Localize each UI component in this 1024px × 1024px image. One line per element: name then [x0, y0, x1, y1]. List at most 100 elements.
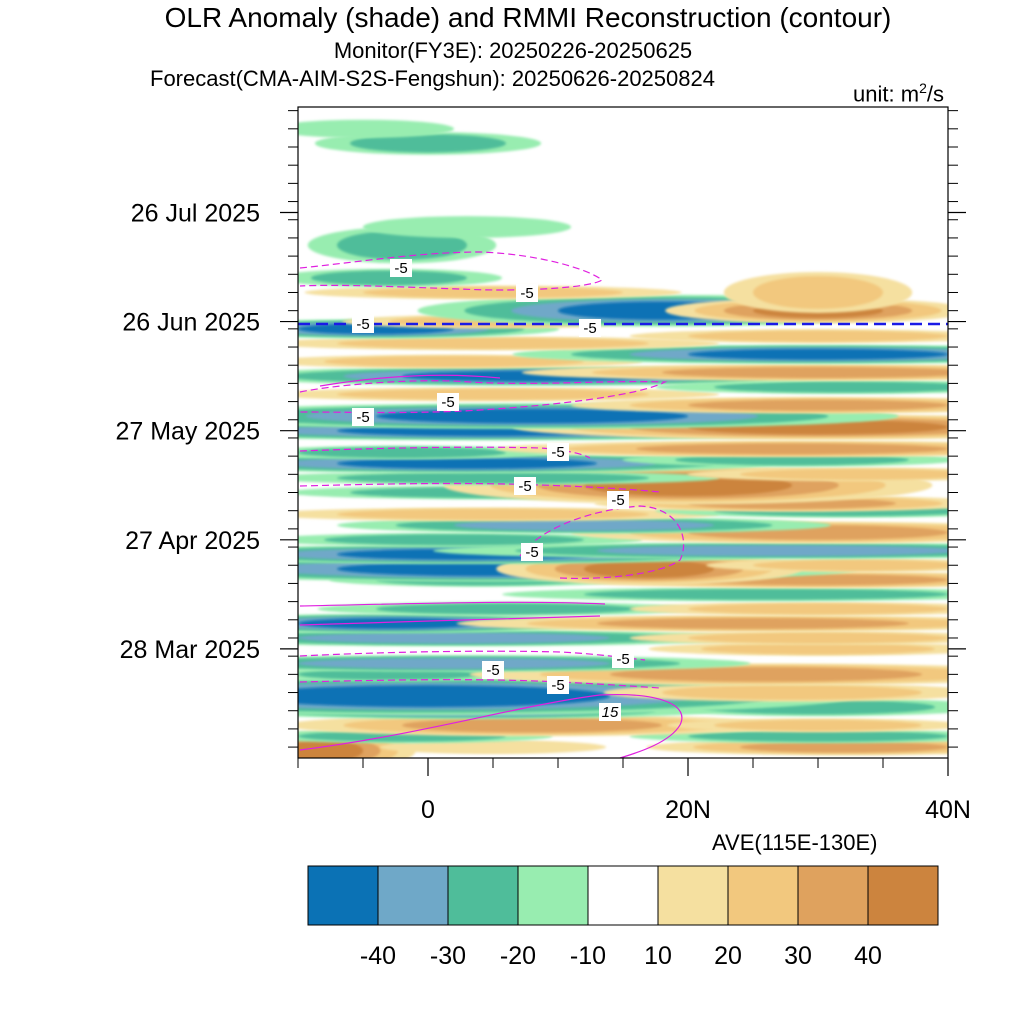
contour-label: 15	[602, 704, 619, 721]
contour-label-box	[390, 259, 412, 277]
anomaly-band	[662, 685, 922, 700]
colorbar-swatch	[517, 865, 589, 926]
contour-label-box	[514, 477, 536, 495]
contour-label: -5	[356, 409, 369, 426]
contour-label-box	[547, 443, 569, 461]
anomaly-band	[311, 270, 467, 286]
anomaly-band	[714, 381, 948, 393]
contour-label: -5	[583, 320, 596, 337]
anomaly-band	[298, 447, 506, 458]
anomaly-band	[584, 588, 948, 600]
anomaly-band	[298, 632, 610, 644]
contour-label: -5	[611, 492, 624, 509]
anomaly-band	[415, 741, 571, 753]
anomaly-band	[298, 617, 480, 629]
contour-label-box	[547, 676, 569, 694]
anomaly-band	[337, 457, 597, 469]
anomaly-band	[402, 717, 662, 733]
contour-line	[299, 679, 661, 689]
anomaly-band	[298, 119, 454, 138]
x-tick-label: 20N	[665, 796, 711, 824]
contour-line	[299, 251, 604, 291]
unit-label: unit: m2/s	[853, 80, 944, 107]
y-tick-label: 27 Apr 2025	[125, 527, 260, 555]
anomaly-band	[636, 443, 948, 455]
anomaly-band	[324, 356, 584, 368]
anomaly-band	[337, 337, 649, 349]
anomaly-band	[350, 134, 506, 153]
anomaly-band	[363, 287, 623, 298]
contour-label: -5	[394, 260, 407, 277]
contour-label: -5	[518, 478, 531, 495]
contour-label-box	[352, 315, 374, 333]
anomaly-band	[701, 643, 935, 655]
average-range-label: AVE(115E-130E)	[712, 830, 878, 855]
contour-label-box	[612, 650, 634, 668]
contour-label-box	[599, 703, 621, 721]
colorbar-swatch	[377, 865, 449, 926]
contour-line	[299, 615, 601, 626]
anomaly-band	[337, 508, 649, 520]
anomaly-band	[688, 632, 948, 644]
anomaly-band	[610, 667, 922, 682]
anomaly-band	[454, 519, 714, 531]
contour-label: -5	[551, 677, 564, 694]
y-axis: 28 Mar 2025 27 Apr 2025 27 May 2025 26 Jun …	[115, 199, 966, 664]
colorbar-label: -30	[430, 942, 466, 970]
anomaly-band	[740, 468, 948, 480]
colorbar-label: 10	[644, 942, 672, 970]
anomaly-band	[298, 739, 363, 758]
contour-line	[299, 693, 683, 758]
contour-line	[299, 380, 668, 414]
colorbar-label: 30	[784, 942, 812, 970]
contour-label-box	[352, 408, 374, 426]
contour-label-box	[482, 661, 504, 679]
anomaly-band	[688, 603, 948, 615]
contour-labels: -5 -5 -5 -5 -5 -5 -5 -5 -5 -5 -5 -5 -5 15	[352, 259, 634, 721]
axis-minor-ticks	[288, 110, 958, 768]
anomaly-band	[337, 388, 649, 400]
anomaly-band	[584, 559, 714, 578]
colorbar-swatch	[867, 865, 939, 926]
anomaly-band	[337, 230, 467, 260]
chart-subtitle-monitor: Monitor(FY3E): 20250226-20250625	[333, 38, 693, 63]
anomaly-band	[376, 603, 636, 615]
contour-label: -5	[486, 662, 499, 679]
colorbar-label: -10	[570, 942, 606, 970]
y-tick-label: 26 Jul 2025	[131, 199, 260, 227]
contour-label: -5	[520, 285, 533, 302]
chart-subtitle-forecast: Forecast(CMA-AIM-S2S-Fengshun): 20250626…	[150, 66, 715, 91]
contour-label: -5	[441, 394, 454, 411]
colorbar-label: -40	[360, 942, 396, 970]
contour-line	[299, 446, 591, 459]
contour-label: -5	[616, 651, 629, 668]
colorbar-swatch	[727, 865, 799, 926]
contour-line	[299, 601, 606, 607]
anomaly-band	[376, 408, 688, 424]
x-axis: 0 20N 40N	[421, 758, 971, 824]
colorbar: -40 -30 -20 -10 10 20 30 40	[307, 865, 939, 970]
anomaly-band	[675, 454, 909, 466]
y-tick-label: 27 May 2025	[115, 418, 260, 446]
contour-label: -5	[525, 544, 538, 561]
contour-line	[299, 650, 646, 661]
rmmi-contours	[299, 251, 685, 758]
anomaly-band	[740, 741, 948, 753]
anomaly-band	[597, 545, 948, 557]
anomaly-band	[597, 617, 909, 629]
anomaly-band	[753, 276, 883, 309]
contour-label-box	[607, 491, 629, 509]
colorbar-label: 40	[854, 942, 882, 970]
contour-label-box	[579, 319, 601, 337]
contour-label: -5	[551, 444, 564, 461]
anomaly-band	[337, 472, 649, 484]
contour-label: -5	[356, 316, 369, 333]
anomaly-band	[298, 685, 610, 708]
anomaly-band	[688, 399, 948, 411]
anomaly-band	[324, 534, 584, 546]
anomaly-band	[298, 657, 610, 669]
x-tick-label: 0	[421, 796, 435, 824]
colorbar-swatch	[307, 865, 379, 926]
anomaly-band	[714, 719, 922, 731]
